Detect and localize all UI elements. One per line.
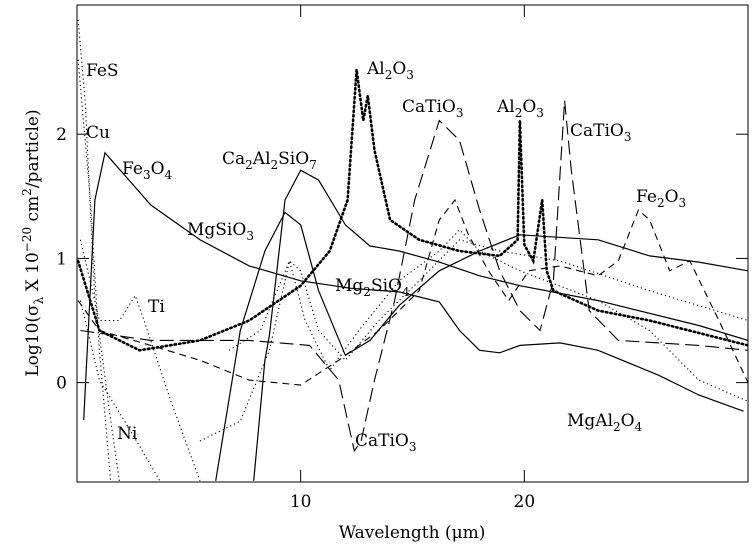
curve-label: CaTiO3: [570, 121, 632, 144]
curve-label: CaTiO3: [355, 431, 417, 454]
curve-label: Fe3O4: [122, 159, 173, 182]
curve-label: Ti: [148, 297, 165, 317]
curve-label: Cu: [86, 123, 110, 143]
x-tick-label: 20: [514, 492, 536, 512]
y-tick-label: 2: [56, 125, 67, 145]
plot-frame: [76, 4, 749, 483]
x-tick-label: 10: [290, 492, 312, 512]
curve-label: Ca2Al2SiO7: [222, 149, 317, 172]
y-axis-label: Log10(σλ X 10−20 cm2/particle): [20, 109, 46, 376]
curve: [253, 169, 748, 481]
curve-label: CaTiO3: [402, 97, 464, 120]
y-tick-label: 1: [56, 249, 67, 269]
curve-label: Al2O3: [496, 97, 544, 120]
curve: [83, 151, 744, 420]
curve-label: Al2O3: [366, 59, 414, 82]
curve: [79, 239, 201, 481]
curve: [79, 300, 161, 482]
curve-label: MgSiO3: [187, 220, 254, 243]
curve: [199, 239, 748, 442]
curve: [77, 198, 748, 386]
y-tick-label: 0: [56, 374, 67, 394]
curve-label: Mg2SiO4: [335, 276, 410, 299]
curve-label: Ni: [117, 424, 138, 444]
x-axis-label: Wavelength (μm): [339, 523, 486, 543]
curve-label: Fe2O3: [636, 187, 686, 210]
curve: [77, 69, 748, 352]
curve-label: MgAl2O4: [567, 411, 643, 434]
curve: [80, 100, 748, 453]
curve-label: FeS: [86, 61, 119, 81]
